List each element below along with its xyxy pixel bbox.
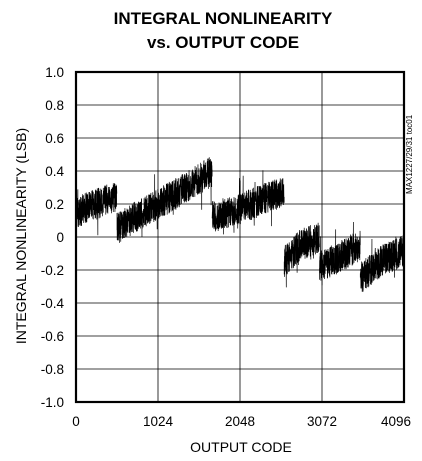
chart-subtitle: vs. OUTPUT CODE <box>147 33 299 52</box>
x-tick-label: 3072 <box>307 414 337 429</box>
grid-lines <box>75 71 405 403</box>
y-tick-label: -0.4 <box>41 296 65 311</box>
y-tick-label: -0.2 <box>41 263 64 278</box>
inl-trace-segment <box>116 174 159 243</box>
x-tick-label: 2048 <box>225 414 255 429</box>
x-tick-label: 1024 <box>143 414 174 429</box>
y-tick-label: 0 <box>56 230 64 245</box>
x-tick-label: 4096 <box>381 414 411 429</box>
y-axis-label: INTEGRAL NONLINEARITY (LSB) <box>13 128 29 344</box>
inl-trace-segment <box>283 222 320 288</box>
inl-trace-segment <box>319 222 361 286</box>
y-tick-label: -1.0 <box>41 395 64 410</box>
y-tick-label: 0.2 <box>45 197 64 212</box>
y-tick-label: 0.6 <box>45 131 64 146</box>
chart-title: INTEGRAL NONLINEARITY <box>114 9 333 28</box>
inl-trace-segment <box>359 234 405 292</box>
plot-frame <box>74 70 406 404</box>
y-tick-label: -0.6 <box>41 329 64 344</box>
x-axis-label: OUTPUT CODE <box>190 439 292 455</box>
y-tick-label: 1.0 <box>45 65 64 80</box>
y-tick-label: 0.8 <box>45 98 64 113</box>
x-tick-label: 0 <box>72 414 80 429</box>
data-trace <box>75 157 405 292</box>
inl-trace-segment <box>157 157 213 219</box>
inl-trace-segment <box>75 183 118 236</box>
y-tick-label: -0.8 <box>41 362 64 377</box>
inl-trace-segment <box>211 170 285 235</box>
y-tick-label: 0.4 <box>45 164 64 179</box>
x-tick-labels: 0 1024 2048 3072 4096 <box>72 414 411 429</box>
figure-id: MAX1227/29/31 toc01 <box>405 114 414 194</box>
y-tick-labels: 1.0 0.8 0.6 0.4 0.2 0 -0.2 -0.4 -0.6 -0.8 -1.0 <box>41 65 65 410</box>
